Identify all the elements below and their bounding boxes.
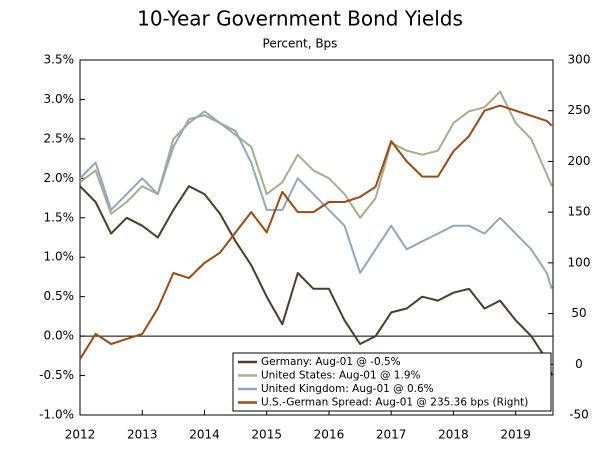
y2-tick-label: 50 (571, 306, 586, 320)
y2-tick-label: 200 (568, 154, 591, 168)
y-tick-label: -0.5% (39, 368, 74, 382)
series-line (79, 114, 553, 290)
y2-tick-label: 150 (568, 205, 591, 219)
legend-label: United States: Aug-01 @ 1.9% (261, 370, 421, 382)
legend-box (232, 352, 552, 412)
x-tick-label: 2018 (438, 428, 469, 442)
chart-title: 10-Year Government Bond Yields (137, 7, 463, 31)
y-tick-label: 0.5% (44, 289, 75, 303)
y2-tick-label: 300 (568, 53, 591, 67)
legend-label: Germany: Aug-01 @ -0.5% (261, 356, 401, 368)
x-tick-label: 2014 (189, 428, 220, 442)
series-line (79, 104, 553, 360)
legend-label: United Kingdom: Aug-01 @ 0.6% (261, 383, 434, 395)
y-tick-label: 2.5% (44, 131, 75, 145)
x-tick-label: 2016 (314, 428, 345, 442)
y-tick-label: 1.0% (44, 250, 75, 264)
series-line (79, 90, 553, 219)
plot-frame (79, 59, 554, 416)
chart-subtitle: Percent, Bps (263, 37, 338, 51)
y-tick-label: -1.0% (39, 408, 74, 422)
y2-tick-label: 100 (568, 255, 591, 269)
y-tick-label: 3.5% (44, 53, 75, 67)
y-tick-label: 0.0% (44, 329, 75, 343)
legend-label: U.S.-German Spread: Aug-01 @ 235.36 bps … (261, 397, 528, 409)
x-tick-label: 2012 (65, 428, 96, 442)
y-tick-label: 2.0% (44, 171, 75, 185)
y2-tick-label: 0 (575, 357, 583, 371)
series-line (79, 185, 553, 376)
x-tick-label: 2015 (251, 428, 282, 442)
x-tick-label: 2017 (376, 428, 407, 442)
x-tick-label: 2013 (127, 428, 158, 442)
y2-tick-label: 250 (568, 103, 591, 117)
y2-tick-label: -50 (569, 408, 589, 422)
x-tick-label: 2019 (500, 428, 531, 442)
y-tick-label: 3.0% (44, 92, 75, 106)
y-tick-label: 1.5% (44, 210, 75, 224)
